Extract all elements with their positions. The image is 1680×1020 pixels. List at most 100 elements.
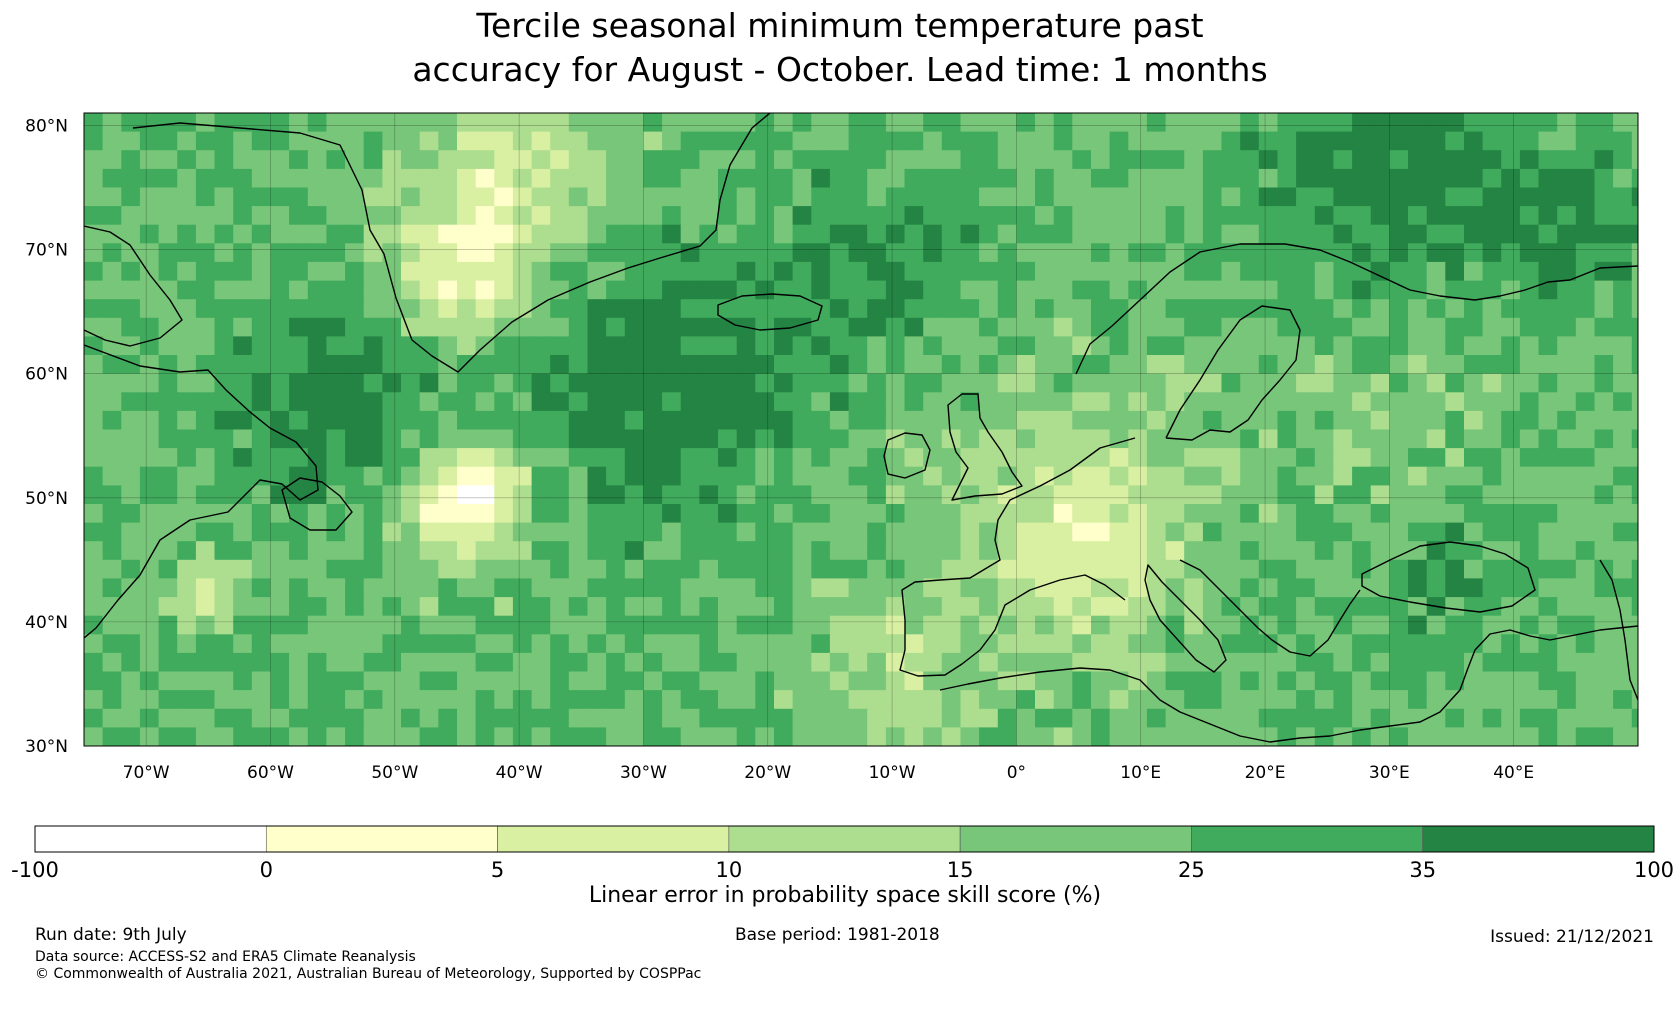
skill-cell	[1426, 727, 1446, 746]
skill-cell	[792, 448, 812, 468]
skill-cell	[923, 261, 943, 282]
skill-cell	[102, 299, 122, 319]
skill-cell	[1128, 373, 1148, 393]
skill-cell	[1072, 429, 1092, 449]
skill-cell	[1389, 522, 1409, 542]
skill-cell	[401, 317, 421, 337]
skill-cell	[1482, 336, 1502, 356]
skill-cell	[662, 727, 682, 746]
skill-cell	[512, 559, 533, 579]
skill-cell	[1426, 522, 1446, 542]
skill-cell	[1408, 690, 1428, 710]
skill-cell	[139, 187, 160, 207]
skill-cell	[960, 615, 980, 635]
skill-cell	[419, 317, 439, 337]
skill-cell	[214, 150, 234, 170]
skill-cell	[568, 485, 588, 505]
skill-cell	[1165, 187, 1185, 207]
skill-cell	[680, 373, 700, 393]
skill-cell	[475, 299, 495, 319]
skill-cell	[1370, 671, 1390, 691]
skill-cell	[1091, 578, 1111, 598]
skill-cell	[363, 243, 383, 263]
skill-cell	[1464, 522, 1484, 542]
skill-cell	[606, 224, 626, 244]
skill-cell	[102, 150, 122, 170]
skill-cell	[1370, 578, 1390, 598]
skill-cell	[1557, 113, 1577, 133]
skill-cell	[139, 485, 160, 505]
skill-cell	[102, 727, 122, 746]
skill-cell	[1277, 522, 1297, 542]
skill-cell	[1408, 224, 1428, 244]
colorbar-tick-label: -100	[11, 858, 59, 882]
skill-cell	[1184, 597, 1204, 617]
skill-cell	[457, 559, 477, 579]
skill-cell	[1314, 448, 1334, 468]
skill-cell	[326, 373, 346, 393]
skill-cell	[1426, 466, 1446, 486]
skill-cell	[382, 634, 402, 654]
skill-cell	[1575, 317, 1595, 337]
skill-cell	[1519, 131, 1540, 151]
skill-cell	[643, 299, 663, 319]
skill-cell	[941, 373, 961, 393]
skill-cell	[587, 131, 607, 151]
skill-cell	[1631, 168, 1638, 189]
skill-cell	[419, 392, 439, 412]
skill-cell	[121, 261, 141, 282]
skill-cell	[457, 597, 477, 617]
skill-cell	[475, 187, 495, 207]
skill-cell	[1109, 355, 1129, 375]
skill-cell	[531, 373, 551, 393]
skill-cell	[289, 522, 309, 542]
skill-cell	[1538, 336, 1558, 356]
skill-cell	[1072, 634, 1092, 654]
skill-cell	[1072, 615, 1092, 635]
skill-cell	[233, 485, 253, 505]
skill-cell	[755, 522, 775, 542]
skill-cell	[401, 504, 421, 524]
skill-cell	[1631, 541, 1638, 561]
skill-cell	[1314, 597, 1334, 617]
skill-cell	[177, 355, 197, 375]
longitude-label: 20°E	[1245, 763, 1286, 783]
skill-cell	[84, 187, 104, 207]
skill-cell	[662, 317, 682, 337]
skill-cell	[363, 504, 383, 524]
skill-cell	[1575, 299, 1595, 319]
skill-cell	[885, 504, 906, 524]
skill-cell	[1091, 243, 1111, 263]
skill-cell	[1631, 373, 1638, 393]
skill-cell	[1464, 336, 1484, 356]
skill-cell	[568, 187, 588, 207]
skill-cell	[1146, 429, 1167, 449]
skill-cell	[1277, 597, 1297, 617]
skill-cell	[438, 522, 458, 542]
skill-cell	[531, 131, 551, 151]
skill-cell	[457, 690, 477, 710]
skill-cell	[233, 355, 253, 375]
skill-cell	[1538, 131, 1558, 151]
skill-cell	[1408, 168, 1428, 189]
skill-cell	[923, 113, 943, 133]
skill-cell	[1352, 224, 1372, 244]
skill-cell	[1202, 392, 1223, 412]
skill-cell	[829, 671, 850, 691]
skill-cell	[214, 299, 234, 319]
skill-cell	[960, 541, 980, 561]
skill-cell	[923, 410, 943, 431]
skill-cell	[84, 615, 104, 635]
skill-cell	[568, 522, 588, 542]
skill-cell	[419, 671, 439, 691]
skill-cell	[1091, 373, 1111, 393]
skill-cell	[1035, 317, 1055, 337]
skill-cell	[512, 690, 533, 710]
skill-cell	[1165, 615, 1185, 635]
skill-cell	[1202, 317, 1223, 337]
skill-cell	[1091, 448, 1111, 468]
skill-cell	[345, 336, 365, 356]
skill-cell	[1519, 578, 1540, 598]
skill-cell	[1464, 410, 1484, 431]
longitude-label: 20°W	[744, 763, 791, 783]
